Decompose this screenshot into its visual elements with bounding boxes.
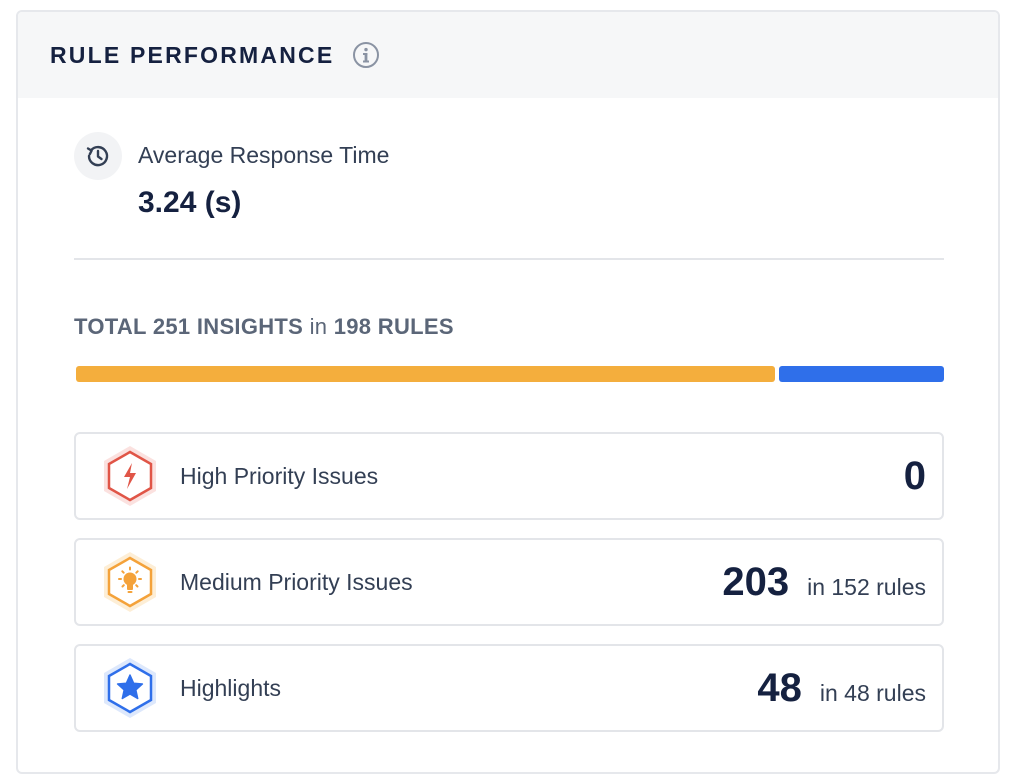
card-title: RULE PERFORMANCE	[50, 41, 335, 68]
total-insights-word: INSIGHTS	[196, 314, 304, 339]
total-prefix: TOTAL	[74, 314, 147, 339]
medium-priority-segment	[76, 366, 775, 382]
highlights-segment	[779, 366, 944, 382]
total-insights-count: 251	[152, 314, 191, 339]
high-priority-stats: 0	[904, 434, 926, 518]
star-icon	[104, 658, 156, 718]
medium-priority-stats: 203 in 152 rules	[722, 540, 926, 624]
highlights-label: Highlights	[180, 675, 281, 701]
high-priority-count: 0	[903, 453, 926, 498]
high-priority-issues-card[interactable]: High Priority Issues 0	[74, 432, 944, 520]
highlights-count: 48	[757, 665, 802, 710]
info-icon[interactable]	[352, 41, 380, 69]
high-priority-label: High Priority Issues	[180, 463, 379, 489]
medium-priority-issues-card[interactable]: Medium Priority Issues 203 in 152 rules	[74, 538, 944, 626]
average-response-section: Average Response Time 3.24 (s)	[74, 98, 944, 260]
medium-priority-rules: in 152 rules	[807, 573, 926, 600]
card-content: Average Response Time 3.24 (s) TOTAL 251…	[74, 98, 944, 732]
total-rules-word: RULES	[377, 314, 454, 339]
lightbulb-icon	[104, 552, 156, 612]
average-response-value: 3.24 (s)	[138, 186, 242, 219]
highlights-card[interactable]: Highlights 48 in 48 rules	[74, 644, 944, 732]
medium-priority-count: 203	[722, 559, 790, 604]
highlights-stats: 48 in 48 rules	[757, 646, 926, 730]
card-header: RULE PERFORMANCE	[18, 12, 998, 98]
lightning-icon	[104, 446, 156, 506]
history-icon	[74, 132, 122, 180]
medium-priority-label: Medium Priority Issues	[180, 569, 413, 595]
total-in-word: in	[309, 314, 328, 339]
average-response-label: Average Response Time	[138, 142, 390, 168]
total-insights-summary: TOTAL 251 INSIGHTS in 198 RULES	[74, 314, 454, 340]
total-rules-count: 198	[333, 314, 372, 339]
insights-distribution-bar	[76, 366, 944, 382]
highlights-rules: in 48 rules	[819, 679, 926, 706]
rule-performance-card: RULE PERFORMANCE Average Response Time 3…	[16, 10, 1000, 774]
